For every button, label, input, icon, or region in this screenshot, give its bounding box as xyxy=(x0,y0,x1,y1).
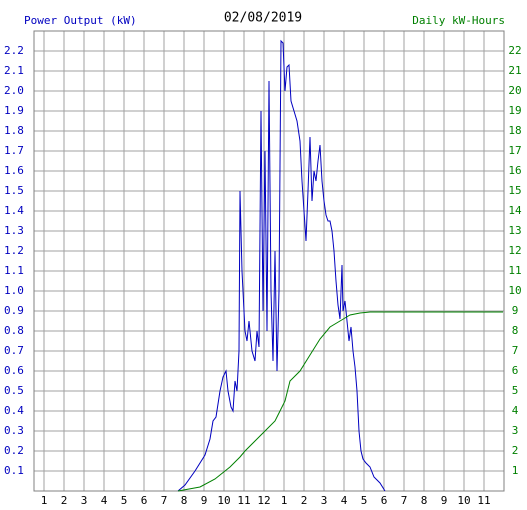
y-tick-label: 2.0 xyxy=(4,84,24,97)
y-axis-title: Power Output (kW) xyxy=(24,14,137,27)
y-tick-label: 0.5 xyxy=(4,384,24,397)
x-tick-label: 4 xyxy=(341,494,348,507)
y2-tick-label: 6 xyxy=(512,364,519,377)
x-tick-label: 4 xyxy=(101,494,108,507)
y2-tick-label: 8 xyxy=(512,324,519,337)
x-tick-label: 1 xyxy=(281,494,288,507)
y-tick-label: 0.3 xyxy=(4,424,24,437)
y-tick-label: 0.8 xyxy=(4,324,24,337)
x-tick-label: 2 xyxy=(61,494,68,507)
y2-tick-label: 5 xyxy=(512,384,519,397)
y-tick-label: 0.7 xyxy=(4,344,24,357)
x-tick-label: 3 xyxy=(321,494,328,507)
y-tick-label: 1.8 xyxy=(4,124,24,137)
data-line xyxy=(177,311,503,492)
x-tick-label: 7 xyxy=(161,494,168,507)
x-tick-label: 6 xyxy=(141,494,148,507)
x-tick-label: 9 xyxy=(201,494,208,507)
x-tick-label: 3 xyxy=(81,494,88,507)
y2-tick-label: 10 xyxy=(508,284,521,297)
y-tick-label: 0.2 xyxy=(4,444,24,457)
y2-tick-label: 11 xyxy=(508,264,521,277)
x-tick-label: 7 xyxy=(401,494,408,507)
y2-tick-label: 21 xyxy=(508,64,521,77)
x-tick-label: 12 xyxy=(257,494,270,507)
x-tick-label: 1 xyxy=(41,494,48,507)
x-tick-label: 5 xyxy=(361,494,368,507)
y2-tick-label: 4 xyxy=(512,404,519,417)
plot-border xyxy=(33,30,505,492)
chart-title: 02/08/2019 xyxy=(224,11,302,26)
x-tick-label: 11 xyxy=(477,494,490,507)
y2-tick-label: 14 xyxy=(508,204,522,217)
x-tick-label: 9 xyxy=(441,494,448,507)
x-tick-label: 10 xyxy=(217,494,230,507)
y2-axis-title: Daily kW-Hours xyxy=(412,14,505,27)
y2-tick-label: 3 xyxy=(512,424,519,437)
x-tick-label: 2 xyxy=(301,494,308,507)
x-tick-label: 6 xyxy=(381,494,388,507)
y2-tick-label: 1 xyxy=(512,464,519,477)
y-tick-label: 1.4 xyxy=(4,204,24,217)
y-tick-label: 2.1 xyxy=(4,64,24,77)
y2-tick-label: 22 xyxy=(508,44,521,57)
y2-tick-label: 19 xyxy=(508,104,521,117)
y2-tick-label: 7 xyxy=(512,344,519,357)
y2-tick-label: 9 xyxy=(512,304,519,317)
y2-tick-label: 17 xyxy=(508,144,521,157)
x-tick-label: 5 xyxy=(121,494,128,507)
y-tick-label: 0.4 xyxy=(4,404,24,417)
x-tick-label: 8 xyxy=(421,494,428,507)
y2-tick-label: 2 xyxy=(512,444,519,457)
y-tick-label: 1.9 xyxy=(4,104,24,117)
y-tick-label: 1.0 xyxy=(4,284,24,297)
y-tick-label: 1.7 xyxy=(4,144,24,157)
x-tick-label: 10 xyxy=(457,494,470,507)
y-tick-label: 0.9 xyxy=(4,304,24,317)
x-tick-label: 11 xyxy=(237,494,250,507)
data-line xyxy=(177,39,386,492)
y2-tick-label: 13 xyxy=(508,224,521,237)
x-tick-label: 8 xyxy=(181,494,188,507)
y-tick-label: 1.6 xyxy=(4,164,24,177)
y2-tick-label: 18 xyxy=(508,124,521,137)
y-tick-label: 0.6 xyxy=(4,364,24,377)
y-tick-label: 1.5 xyxy=(4,184,24,197)
y-tick-label: 0.1 xyxy=(4,464,24,477)
y2-tick-label: 15 xyxy=(508,184,521,197)
y-tick-label: 1.3 xyxy=(4,224,24,237)
y-tick-label: 1.1 xyxy=(4,264,24,277)
y-tick-label: 1.2 xyxy=(4,244,24,257)
y2-tick-label: 16 xyxy=(508,164,521,177)
y2-tick-label: 20 xyxy=(508,84,521,97)
y-tick-label: 2.2 xyxy=(4,44,24,57)
y2-tick-label: 12 xyxy=(508,244,521,257)
